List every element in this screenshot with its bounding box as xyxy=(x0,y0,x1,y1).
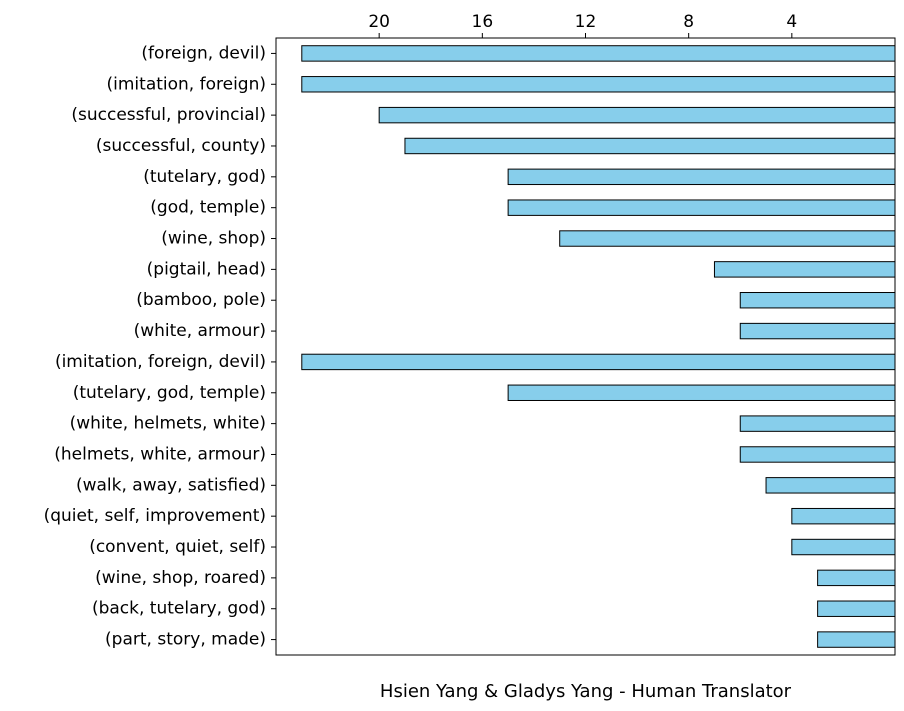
y-tick-label: (tutelary, god) xyxy=(143,167,266,187)
y-tick-label: (foreign, devil) xyxy=(141,43,266,63)
y-tick-label: (quiet, self, improvement) xyxy=(44,506,266,526)
bar xyxy=(817,569,896,587)
y-tick-label: (god, temple) xyxy=(150,198,266,218)
bar xyxy=(791,507,896,525)
y-tick-label: (white, armour) xyxy=(134,321,266,341)
bar xyxy=(739,446,896,463)
x-tick-label: 4 xyxy=(786,12,797,32)
plot-frame xyxy=(275,37,896,656)
bar xyxy=(739,292,896,309)
y-tick-label: (convent, quiet, self) xyxy=(89,537,266,557)
y-tick-label: (imitation, foreign) xyxy=(107,74,266,94)
x-tick-label: 12 xyxy=(575,12,597,32)
bar xyxy=(739,322,896,340)
bar xyxy=(817,600,896,617)
bar xyxy=(791,538,896,556)
y-tick-label: (white, helmets, white) xyxy=(70,414,266,434)
bar xyxy=(507,168,896,186)
y-tick-label: (successful, county) xyxy=(96,136,266,156)
bar xyxy=(739,415,896,432)
x-tick-label: 8 xyxy=(683,12,694,32)
x-axis-label: Hsien Yang & Gladys Yang - Human Transla… xyxy=(380,681,792,702)
y-tick-label: (walk, away, satisfied) xyxy=(76,475,266,495)
y-tick-label: (part, story, made) xyxy=(105,630,266,650)
bar xyxy=(378,106,896,124)
y-tick-label: (imitation, foreign, devil) xyxy=(55,352,266,372)
bar xyxy=(765,477,896,494)
x-tick-label: 16 xyxy=(472,12,494,32)
y-tick-label: (tutelary, god, temple) xyxy=(73,383,266,403)
bar xyxy=(507,384,896,401)
bars-group xyxy=(301,45,896,648)
bar xyxy=(817,631,896,648)
y-tick-label: (wine, shop) xyxy=(161,229,266,249)
y-tick-label: (bamboo, pole) xyxy=(136,290,266,310)
bar xyxy=(404,137,896,155)
y-axis-ticks: (foreign, devil) (imitation, foreign) (suc… xyxy=(44,43,276,650)
y-tick-label: (successful, provincial) xyxy=(71,105,266,125)
y-tick-label: (pigtail, head) xyxy=(147,259,266,279)
x-tick-label: 20 xyxy=(368,12,390,32)
bar xyxy=(301,45,896,62)
x-axis-ticks: 20 16 12 8 4 xyxy=(368,12,797,38)
y-tick-label: (helmets, white, armour) xyxy=(54,444,266,464)
y-tick-label: (back, tutelary, god) xyxy=(92,599,266,619)
bar xyxy=(301,76,896,93)
y-tick-label: (wine, shop, roared) xyxy=(95,568,266,588)
bar xyxy=(301,353,896,371)
bar xyxy=(507,199,896,216)
bar xyxy=(713,261,896,278)
bar xyxy=(559,230,896,247)
